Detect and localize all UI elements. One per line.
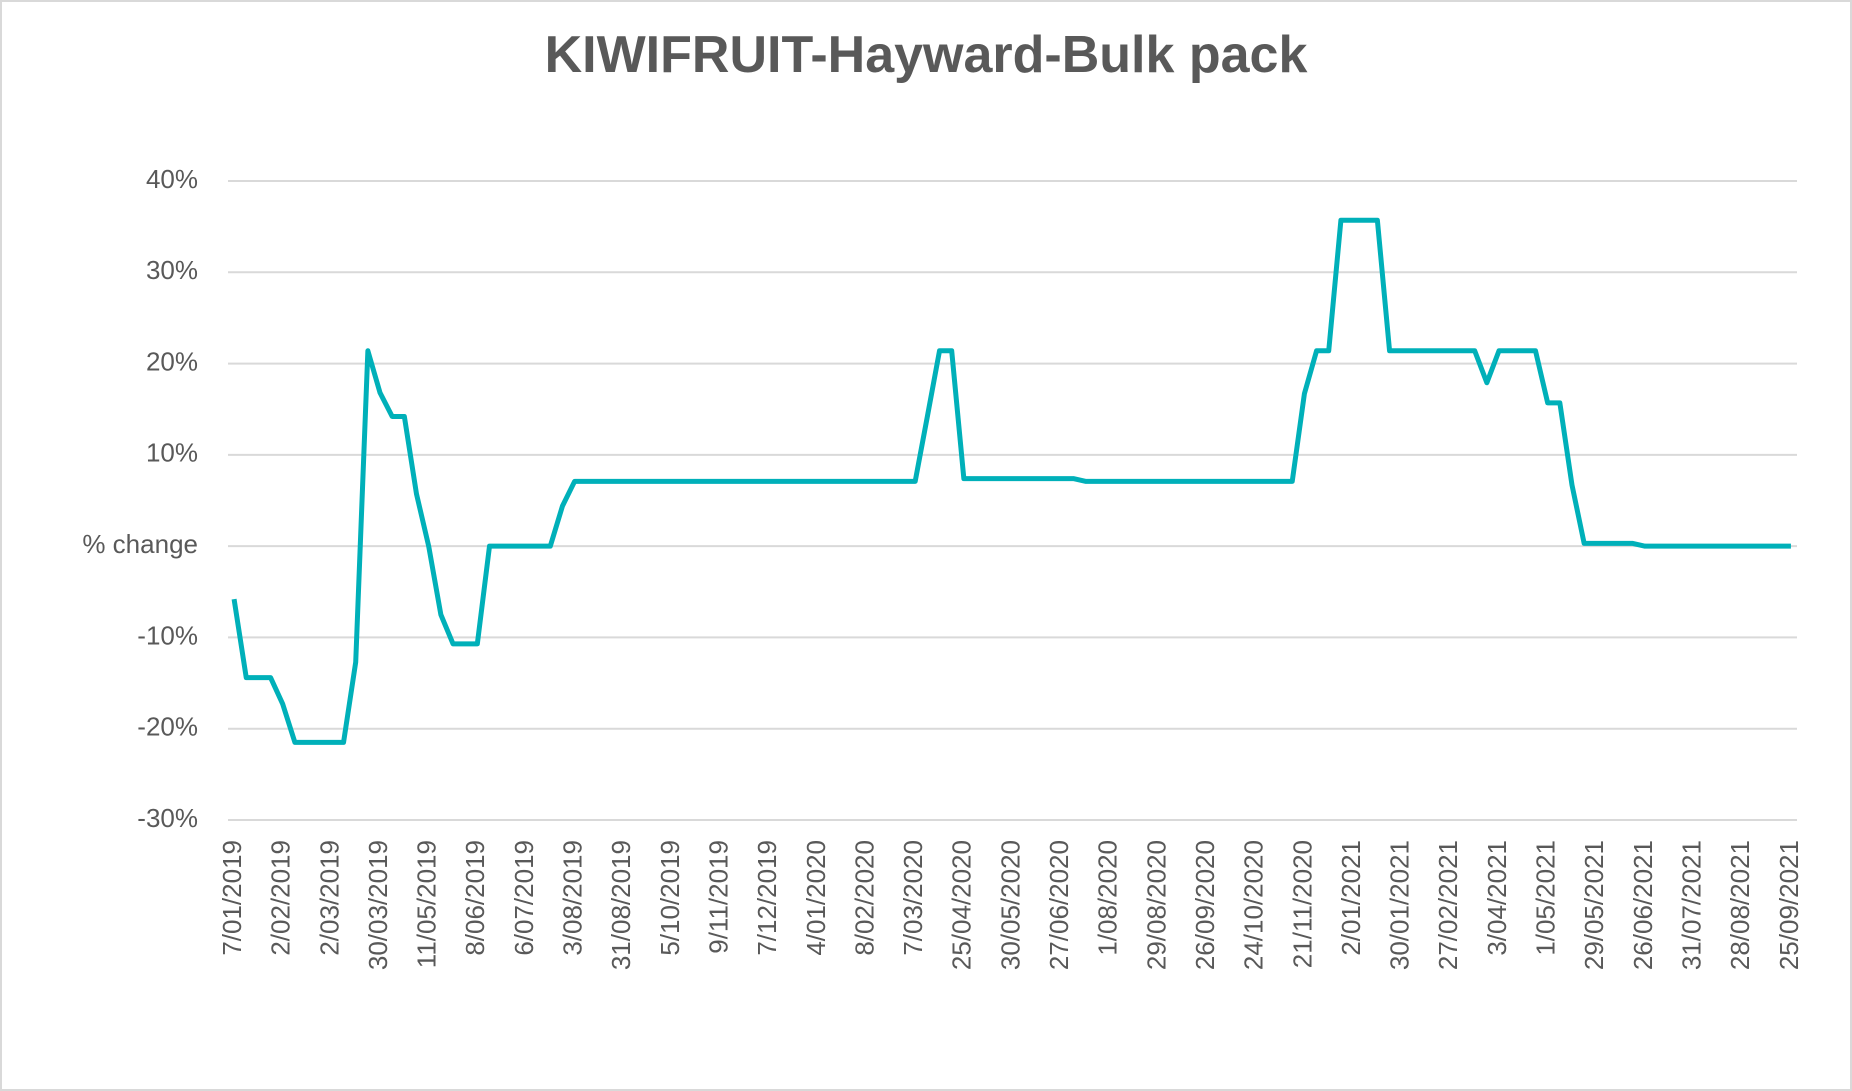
x-tick-label: 30/03/2019: [363, 840, 393, 970]
x-tick-label: 28/08/2021: [1725, 840, 1755, 970]
y-tick-label: % change: [82, 529, 198, 559]
x-tick-label: 29/08/2020: [1141, 840, 1171, 970]
x-tick-label: 11/05/2019: [412, 840, 442, 968]
x-tick-label: 25/09/2021: [1774, 840, 1804, 970]
y-tick-label: 10%: [146, 438, 198, 468]
y-tick-label: 40%: [146, 164, 198, 194]
x-tick-label: 30/05/2020: [995, 840, 1025, 970]
x-tick-label: 27/06/2020: [1044, 840, 1074, 970]
x-tick-label: 8/02/2020: [849, 840, 879, 956]
x-tick-label: 26/09/2020: [1190, 840, 1220, 970]
x-tick-label: 7/12/2019: [752, 840, 782, 956]
x-tick-label: 31/08/2019: [606, 840, 636, 970]
x-tick-label: 21/11/2020: [1287, 840, 1317, 968]
x-tick-label: 25/04/2020: [947, 840, 977, 970]
x-tick-label: 2/01/2021: [1336, 840, 1366, 956]
x-tick-label: 2/02/2019: [266, 840, 296, 956]
data-line: [231, 217, 1791, 745]
x-tick-label: 1/05/2021: [1531, 840, 1561, 956]
x-tick-label: 4/01/2020: [801, 840, 831, 956]
x-tick-label: 8/06/2019: [460, 840, 490, 956]
x-tick-label: 30/01/2021: [1385, 840, 1415, 970]
y-tick-label: 30%: [146, 255, 198, 285]
x-tick-label: 9/11/2019: [703, 840, 733, 954]
x-tick-label: 1/08/2020: [1093, 840, 1123, 956]
y-tick-label: -20%: [137, 712, 198, 742]
x-tick-label: 5/10/2019: [655, 840, 685, 956]
x-tick-label: 7/03/2020: [898, 840, 928, 956]
x-tick-label: 24/10/2020: [1239, 840, 1269, 970]
chart-title: KIWIFRUIT-Hayward-Bulk pack: [545, 26, 1308, 84]
x-tick-label: 6/07/2019: [509, 840, 539, 956]
y-tick-label: -10%: [137, 620, 198, 650]
x-tick-label: 2/03/2019: [314, 840, 344, 956]
x-tick-label: 27/02/2021: [1433, 840, 1463, 970]
y-tick-label: -30%: [137, 803, 198, 833]
x-tick-label: 7/01/2019: [217, 840, 247, 956]
x-tick-label: 3/08/2019: [558, 840, 588, 956]
y-tick-label: 20%: [146, 346, 198, 376]
x-tick-label: 31/07/2021: [1676, 840, 1706, 970]
x-tick-label: 29/05/2021: [1579, 840, 1609, 970]
x-tick-label: 26/06/2021: [1628, 840, 1658, 970]
x-tick-label: 3/04/2021: [1482, 840, 1512, 956]
